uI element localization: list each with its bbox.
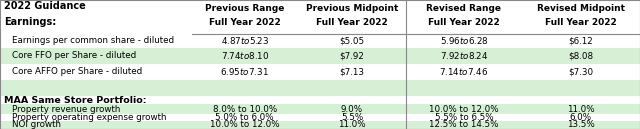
Text: Core FFO per Share - diluted: Core FFO per Share - diluted <box>12 51 136 60</box>
Text: $7.92: $7.92 <box>340 51 364 60</box>
Bar <box>0 80 640 96</box>
Bar <box>0 64 640 80</box>
Text: $5.96 to $6.28: $5.96 to $6.28 <box>440 35 488 46</box>
Text: $7.92 to $8.24: $7.92 to $8.24 <box>440 50 488 61</box>
Text: Revised Range: Revised Range <box>426 4 502 13</box>
Text: 8.0% to 10.0%: 8.0% to 10.0% <box>212 104 277 114</box>
Text: Property operating expense growth: Property operating expense growth <box>12 113 166 122</box>
Text: $6.95 to $7.31: $6.95 to $7.31 <box>220 66 269 77</box>
Text: 13.5%: 13.5% <box>567 120 595 129</box>
Text: 5.0% to 6.0%: 5.0% to 6.0% <box>216 113 274 122</box>
Text: Full Year 2022: Full Year 2022 <box>316 18 388 27</box>
Bar <box>0 114 640 121</box>
Text: $5.05: $5.05 <box>339 36 365 45</box>
Bar <box>0 48 640 64</box>
Text: $7.74 to $8.10: $7.74 to $8.10 <box>221 50 269 61</box>
Text: Core AFFO per Share - diluted: Core AFFO per Share - diluted <box>12 67 142 76</box>
Text: Previous Midpoint: Previous Midpoint <box>306 4 398 13</box>
Text: $6.12: $6.12 <box>568 36 593 45</box>
Text: 11.0%: 11.0% <box>338 120 366 129</box>
Text: 10.0% to 12.0%: 10.0% to 12.0% <box>210 120 280 129</box>
Text: $7.30: $7.30 <box>568 67 593 76</box>
Text: 2022 Guidance: 2022 Guidance <box>4 1 86 11</box>
Text: 10.0% to 12.0%: 10.0% to 12.0% <box>429 104 499 114</box>
Bar <box>0 96 640 104</box>
Text: 6.0%: 6.0% <box>570 113 592 122</box>
Text: Earnings per common share - diluted: Earnings per common share - diluted <box>12 36 173 45</box>
Text: $7.13: $7.13 <box>339 67 365 76</box>
Bar <box>0 0 640 34</box>
Text: $7.14 to $7.46: $7.14 to $7.46 <box>440 66 488 77</box>
Text: 9.0%: 9.0% <box>341 104 363 114</box>
Text: $8.08: $8.08 <box>568 51 593 60</box>
Text: $4.87 to $5.23: $4.87 to $5.23 <box>221 35 269 46</box>
Text: Full Year 2022: Full Year 2022 <box>428 18 500 27</box>
Text: Full Year 2022: Full Year 2022 <box>545 18 617 27</box>
Text: 11.0%: 11.0% <box>567 104 595 114</box>
Text: Full Year 2022: Full Year 2022 <box>209 18 281 27</box>
Text: Property revenue growth: Property revenue growth <box>12 104 120 114</box>
Bar <box>0 104 640 114</box>
Text: 5.5% to 6.5%: 5.5% to 6.5% <box>435 113 493 122</box>
Text: Revised Midpoint: Revised Midpoint <box>537 4 625 13</box>
Text: MAA Same Store Portfolio:: MAA Same Store Portfolio: <box>4 96 147 105</box>
Text: NOI growth: NOI growth <box>12 120 61 129</box>
Bar <box>0 34 640 48</box>
Text: 5.5%: 5.5% <box>341 113 363 122</box>
Text: Previous Range: Previous Range <box>205 4 285 13</box>
Text: 12.5% to 14.5%: 12.5% to 14.5% <box>429 120 499 129</box>
Bar <box>0 121 640 129</box>
Text: Earnings:: Earnings: <box>4 17 56 27</box>
